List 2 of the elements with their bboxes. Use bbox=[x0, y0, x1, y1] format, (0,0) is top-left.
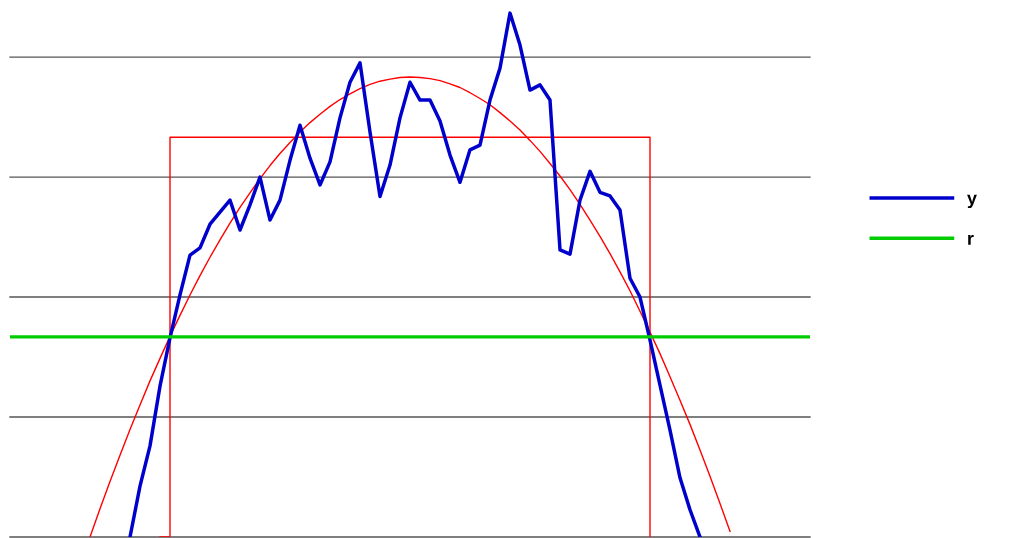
legend-label: y bbox=[967, 194, 977, 209]
legend-label: r bbox=[968, 234, 974, 245]
